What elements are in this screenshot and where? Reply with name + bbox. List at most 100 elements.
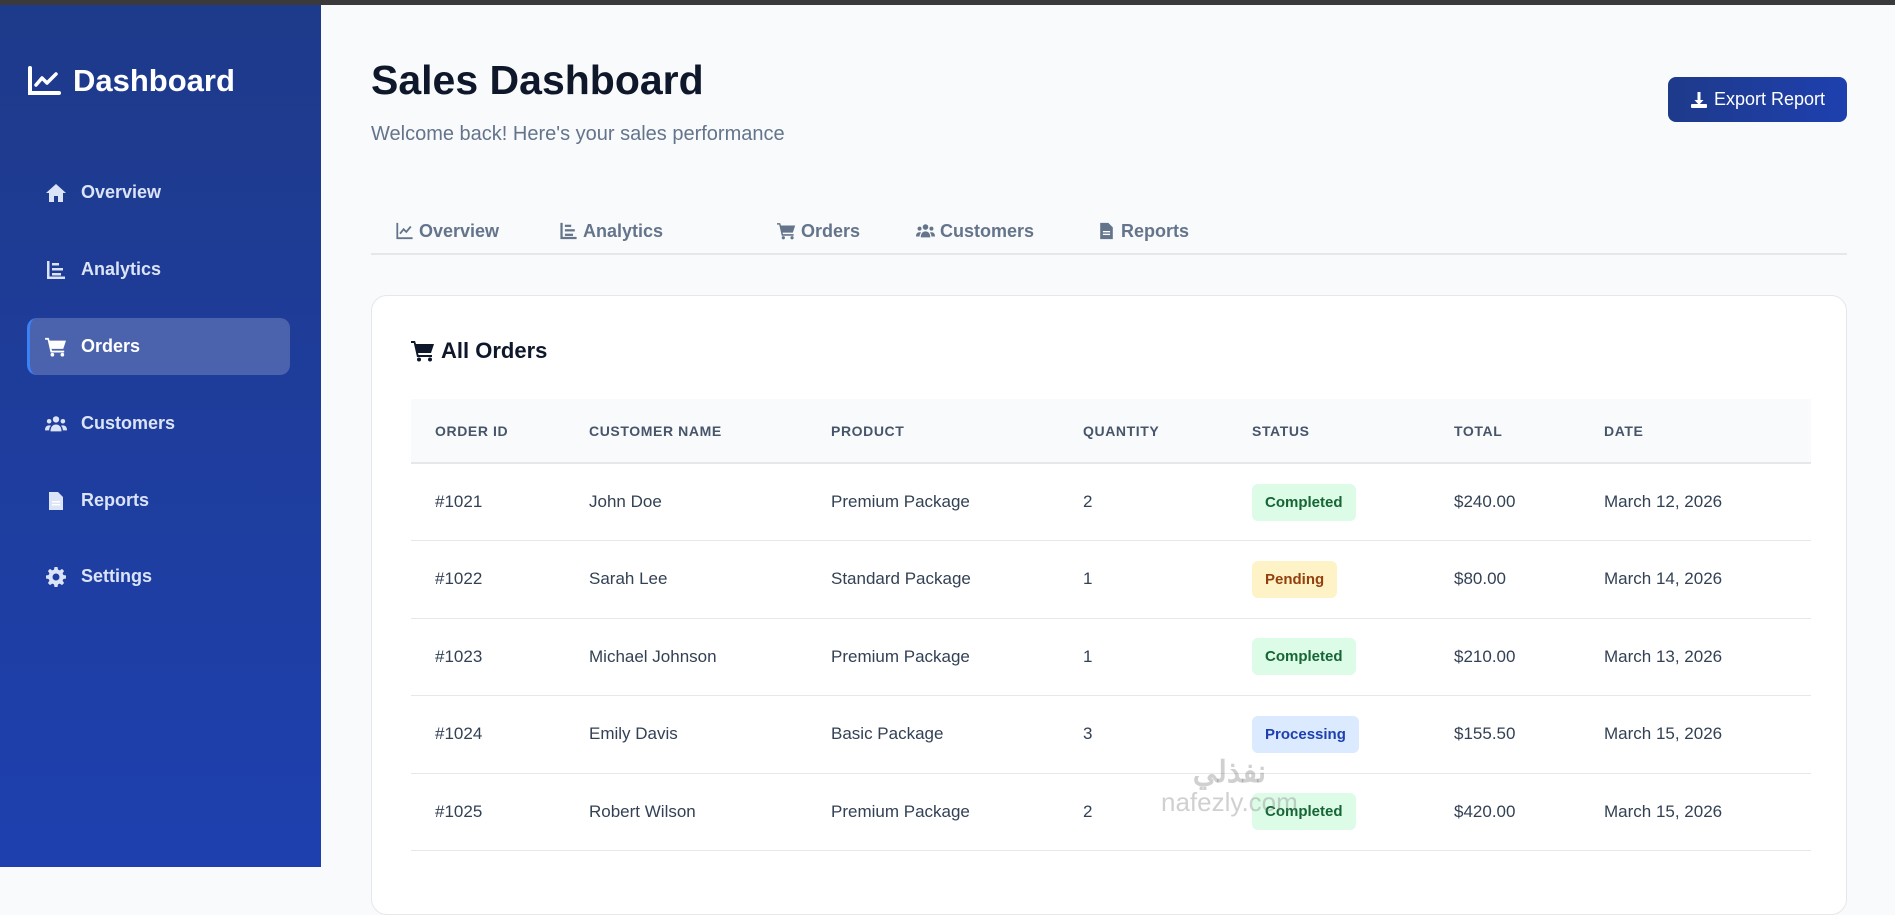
watermark-latin: nafezly.com [1161, 789, 1298, 816]
sidebar-item-label: Customers [81, 413, 175, 434]
sidebar-item-customers[interactable]: Customers [27, 395, 290, 452]
sidebar-item-analytics[interactable]: Analytics [27, 241, 290, 298]
bar-chart-icon [45, 260, 67, 280]
logo-text: Dashboard [73, 63, 235, 99]
tab-label: Analytics [583, 221, 663, 242]
cell-quantity: 2 [1059, 463, 1228, 541]
cell-total: $210.00 [1430, 618, 1580, 696]
cell-date: March 14, 2026 [1580, 541, 1811, 619]
download-icon [1690, 91, 1708, 109]
sidebar-logo[interactable]: Dashboard [27, 63, 235, 99]
cell-product: Basic Package [807, 696, 1059, 774]
line-chart-icon [27, 66, 61, 96]
gear-icon [45, 567, 67, 587]
tab-label: Customers [940, 221, 1034, 242]
cart-icon [777, 222, 796, 240]
column-header: STATUS [1228, 399, 1430, 463]
column-header: TOTAL [1430, 399, 1580, 463]
cell-date: March 15, 2026 [1580, 696, 1811, 774]
sidebar-item-label: Overview [81, 182, 161, 203]
cell-id: #1022 [411, 541, 565, 619]
sidebar-item-label: Reports [81, 490, 149, 511]
export-report-button[interactable]: Export Report [1668, 77, 1847, 122]
page-title: Sales Dashboard [371, 57, 704, 104]
cell-total: $155.50 [1430, 696, 1580, 774]
cell-customer: Sarah Lee [565, 541, 807, 619]
cell-id: #1021 [411, 463, 565, 541]
bar-chart-icon [559, 222, 578, 240]
status-cell: Pending [1228, 541, 1430, 619]
cell-product: Standard Package [807, 541, 1059, 619]
tab-customers[interactable]: Customers [916, 210, 1034, 252]
sidebar-item-label: Settings [81, 566, 152, 587]
column-header: QUANTITY [1059, 399, 1228, 463]
page-subtitle: Welcome back! Here's your sales performa… [371, 123, 785, 146]
status-cell: Completed [1228, 618, 1430, 696]
cell-id: #1024 [411, 696, 565, 774]
sidebar-item-label: Analytics [81, 259, 161, 280]
cell-total: $80.00 [1430, 541, 1580, 619]
column-header: CUSTOMER NAME [565, 399, 807, 463]
cell-product: Premium Package [807, 463, 1059, 541]
tab-analytics[interactable]: Analytics [559, 210, 663, 252]
status-badge: Completed [1252, 484, 1356, 521]
cell-quantity: 1 [1059, 618, 1228, 696]
cell-quantity: 1 [1059, 541, 1228, 619]
watermark: نفذلي nafezly.com [1161, 757, 1298, 816]
tab-bar: Overview Analytics Orders Customers Reports [371, 210, 1847, 255]
sidebar: Dashboard Overview Analytics Orders Custome… [0, 5, 321, 867]
sidebar-item-settings[interactable]: Settings [27, 548, 290, 605]
tab-label: Orders [801, 221, 860, 242]
tab-label: Overview [419, 221, 499, 242]
line-chart-icon [395, 222, 414, 240]
orders-title-text: All Orders [441, 338, 547, 364]
cell-date: March 13, 2026 [1580, 618, 1811, 696]
tab-label: Reports [1121, 221, 1189, 242]
cell-customer: Michael Johnson [565, 618, 807, 696]
status-badge: Completed [1252, 638, 1356, 675]
home-icon [45, 183, 67, 203]
column-header: DATE [1580, 399, 1811, 463]
column-header: PRODUCT [807, 399, 1059, 463]
sidebar-item-orders[interactable]: Orders [27, 318, 290, 375]
cell-total: $420.00 [1430, 773, 1580, 851]
cell-customer: Robert Wilson [565, 773, 807, 851]
cell-date: March 15, 2026 [1580, 773, 1811, 851]
cart-icon [411, 340, 435, 362]
cell-id: #1023 [411, 618, 565, 696]
cell-product: Premium Package [807, 618, 1059, 696]
tab-orders[interactable]: Orders [777, 210, 860, 252]
cell-total: $240.00 [1430, 463, 1580, 541]
cell-customer: Emily Davis [565, 696, 807, 774]
column-header: ORDER ID [411, 399, 565, 463]
users-icon [916, 222, 935, 240]
sidebar-item-reports[interactable]: Reports [27, 472, 290, 529]
status-cell: Completed [1228, 463, 1430, 541]
file-icon [45, 491, 67, 511]
export-report-label: Export Report [1714, 89, 1825, 110]
cell-date: March 12, 2026 [1580, 463, 1811, 541]
cell-id: #1025 [411, 773, 565, 851]
status-badge: Processing [1252, 716, 1359, 753]
cell-customer: John Doe [565, 463, 807, 541]
cart-icon [45, 337, 67, 357]
main-content: Sales Dashboard Welcome back! Here's you… [321, 5, 1895, 867]
tab-overview[interactable]: Overview [395, 210, 499, 252]
orders-card-title: All Orders [411, 338, 547, 364]
status-badge: Pending [1252, 561, 1337, 598]
users-icon [45, 414, 67, 434]
watermark-arabic: نفذلي [1161, 757, 1298, 789]
tab-reports[interactable]: Reports [1097, 210, 1189, 252]
sidebar-item-overview[interactable]: Overview [27, 164, 290, 221]
file-icon [1097, 222, 1116, 240]
cell-product: Premium Package [807, 773, 1059, 851]
sidebar-item-label: Orders [81, 336, 140, 357]
